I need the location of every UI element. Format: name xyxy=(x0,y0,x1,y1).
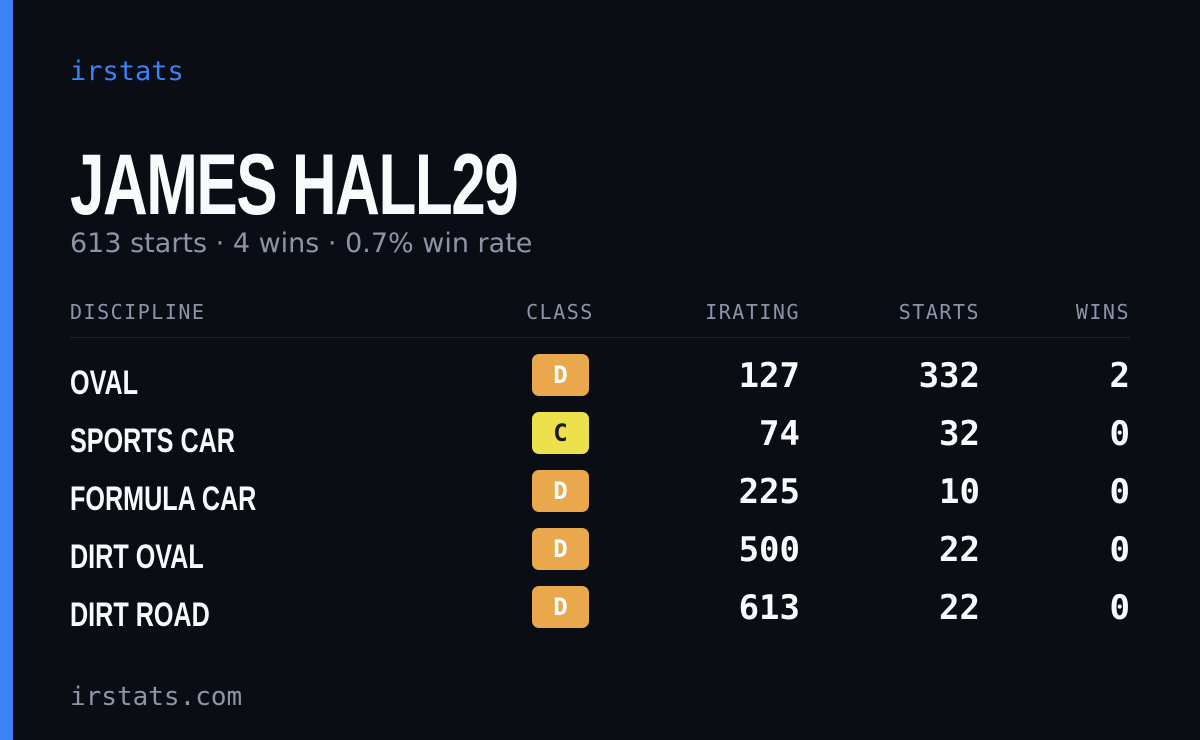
discipline: FORMULA CAR xyxy=(70,480,257,518)
discipline: DIRT ROAD xyxy=(70,596,210,634)
column-header: DISCIPLINE xyxy=(70,300,206,324)
stat-value: 613 xyxy=(738,588,800,628)
footer-url: irstats.com xyxy=(70,682,243,712)
stat-value: 22 xyxy=(939,530,980,570)
stat-value: 74 xyxy=(759,414,800,454)
brand: irstats xyxy=(70,56,184,87)
column-header: WINS xyxy=(1075,300,1130,324)
discipline: DIRT OVAL xyxy=(70,538,204,576)
class-badge: D xyxy=(532,354,589,396)
stat-value: 0 xyxy=(1109,530,1130,570)
stat-value: 2 xyxy=(1109,356,1130,396)
stat-value: 0 xyxy=(1109,414,1130,454)
stat-value: 0 xyxy=(1109,472,1130,512)
stat-value: 127 xyxy=(738,356,800,396)
stat-value: 500 xyxy=(738,530,800,570)
discipline: OVAL xyxy=(70,364,139,402)
column-header: CLASS xyxy=(526,300,594,324)
player-name: JAMES HALL29 xyxy=(70,137,519,233)
stat-value: 22 xyxy=(939,588,980,628)
class-badge: D xyxy=(532,586,589,628)
class-badge: D xyxy=(532,470,589,512)
summary: 613 starts · 4 wins · 0.7% win rate xyxy=(70,228,533,259)
column-header: STARTS xyxy=(898,300,980,324)
accent-bar xyxy=(0,0,13,740)
column-header: IRATING xyxy=(705,300,800,324)
class-badge: D xyxy=(532,528,589,570)
class-badge: C xyxy=(532,412,589,454)
discipline: SPORTS CAR xyxy=(70,422,235,460)
divider xyxy=(70,337,1130,338)
stat-value: 225 xyxy=(738,472,800,512)
stat-value: 0 xyxy=(1109,588,1130,628)
stat-value: 32 xyxy=(939,414,980,454)
stat-value: 10 xyxy=(939,472,980,512)
stat-value: 332 xyxy=(918,356,980,396)
